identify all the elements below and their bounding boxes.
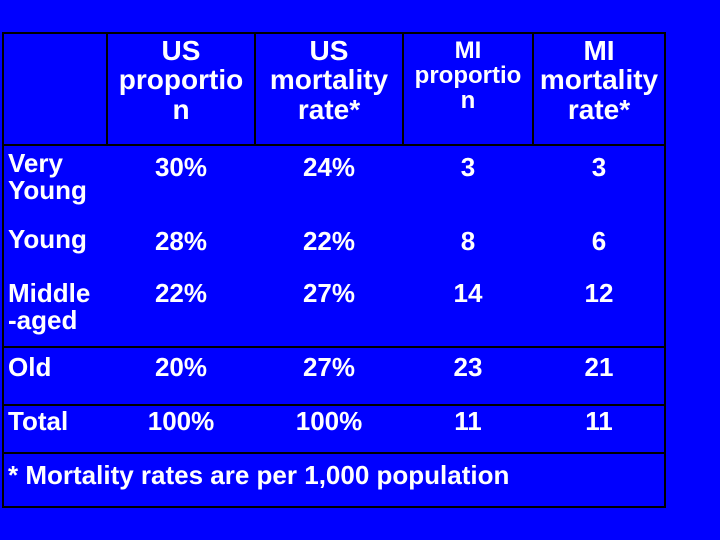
cell-middle-aged-us-mortality: 27% — [302, 278, 356, 308]
header-mi-proportion: MI proportio n — [414, 37, 522, 115]
cell-total-mi-proportion: 11 — [454, 406, 482, 436]
row-divider-old-total — [2, 404, 666, 406]
cell-young-mi-proportion: 8 — [460, 226, 476, 256]
cell-middle-aged-mi-proportion: 14 — [453, 278, 483, 308]
cell-total-us-mortality: 100% — [295, 406, 363, 436]
cell-total-us-proportion: 100% — [147, 406, 215, 436]
header-us-proportion: US proportio n — [118, 35, 244, 125]
row-label-total: Total — [8, 406, 69, 436]
cell-old-us-mortality: 27% — [302, 352, 356, 382]
cell-total-mi-mortality: 11 — [585, 406, 613, 436]
row-label-old: Old — [8, 352, 52, 382]
data-table: US proportio n US mortality rate* MI pro… — [2, 32, 666, 508]
cell-young-mi-mortality: 6 — [591, 226, 607, 256]
row-divider-header — [2, 144, 666, 146]
row-label-very-young: Very Young — [8, 148, 87, 206]
row-label-young: Young — [8, 224, 87, 254]
table-footnote: * Mortality rates are per 1,000 populati… — [8, 460, 510, 490]
row-divider-total-footnote — [2, 452, 666, 454]
cell-very-young-mi-proportion: 3 — [460, 152, 476, 182]
header-us-mortality-rate: US mortality rate* — [269, 35, 389, 125]
col-divider-3 — [402, 32, 404, 144]
cell-old-mi-proportion: 23 — [453, 352, 483, 382]
cell-young-us-mortality: 22% — [302, 226, 356, 256]
table-border-bottom — [2, 506, 666, 508]
cell-very-young-mi-mortality: 3 — [591, 152, 607, 182]
cell-very-young-us-mortality: 24% — [302, 152, 356, 182]
table-border-right — [664, 32, 666, 508]
col-divider-4 — [532, 32, 534, 144]
header-mi-mortality-rate: MI mortality rate* — [539, 35, 659, 125]
row-divider-middle-old — [2, 346, 666, 348]
cell-middle-aged-mi-mortality: 12 — [584, 278, 614, 308]
cell-old-us-proportion: 20% — [154, 352, 208, 382]
col-divider-1 — [106, 32, 108, 144]
table-border-top — [2, 32, 666, 34]
row-label-middle-aged: Middle -aged — [8, 278, 91, 336]
col-divider-2 — [254, 32, 256, 144]
cell-very-young-us-proportion: 30% — [154, 152, 208, 182]
cell-old-mi-mortality: 21 — [584, 352, 614, 382]
table-border-left — [2, 32, 4, 508]
cell-middle-aged-us-proportion: 22% — [154, 278, 208, 308]
cell-young-us-proportion: 28% — [154, 226, 208, 256]
